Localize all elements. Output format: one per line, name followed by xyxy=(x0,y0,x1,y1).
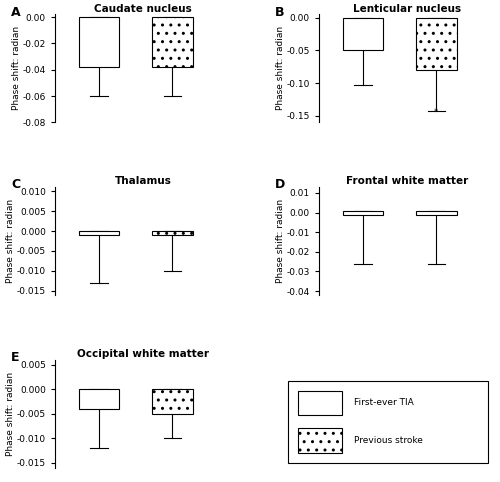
Y-axis label: Phase shift: radian: Phase shift: radian xyxy=(276,27,285,110)
Bar xyxy=(343,18,383,51)
Bar xyxy=(416,211,457,214)
Text: A: A xyxy=(11,6,20,19)
Bar xyxy=(298,428,342,453)
Y-axis label: Phase shift: radian: Phase shift: radian xyxy=(6,199,16,283)
Bar xyxy=(343,211,383,214)
Title: Occipital white matter: Occipital white matter xyxy=(77,349,209,359)
Bar xyxy=(79,17,119,67)
Bar xyxy=(79,231,119,235)
Y-axis label: Phase shift: radian: Phase shift: radian xyxy=(6,372,16,455)
Text: *: * xyxy=(434,108,438,117)
Bar xyxy=(298,390,342,415)
Bar xyxy=(152,389,192,414)
Text: E: E xyxy=(11,351,20,364)
Bar xyxy=(152,17,192,67)
Y-axis label: Phase shift: radian: Phase shift: radian xyxy=(276,199,285,283)
Y-axis label: Phase shift: radian: Phase shift: radian xyxy=(12,27,21,110)
Title: Caudate nucleus: Caudate nucleus xyxy=(94,4,192,13)
Text: B: B xyxy=(275,6,284,19)
Bar xyxy=(152,231,192,235)
Title: Lenticular nucleus: Lenticular nucleus xyxy=(353,4,461,13)
Text: C: C xyxy=(11,178,20,191)
Text: Previous stroke: Previous stroke xyxy=(354,436,422,445)
Title: Frontal white matter: Frontal white matter xyxy=(346,176,468,186)
Text: D: D xyxy=(275,178,285,191)
Bar xyxy=(416,18,457,70)
Bar xyxy=(79,389,119,409)
Text: First-ever TIA: First-ever TIA xyxy=(354,399,413,407)
Title: Thalamus: Thalamus xyxy=(114,176,172,186)
